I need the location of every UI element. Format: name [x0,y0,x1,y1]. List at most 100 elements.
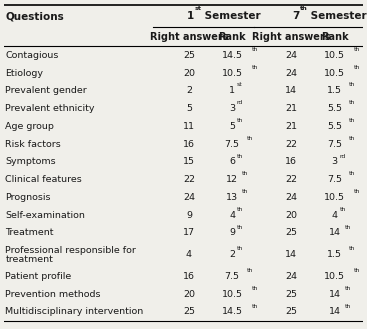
Text: Prevalent gender: Prevalent gender [6,86,87,95]
Text: rd: rd [237,100,243,105]
Text: th: th [354,65,360,70]
Text: th: th [252,304,258,309]
Text: th: th [237,225,243,230]
Text: 10.5: 10.5 [324,193,345,202]
Text: 14.5: 14.5 [222,307,243,316]
Text: 9: 9 [186,211,192,220]
Text: th: th [237,246,243,251]
Text: th: th [354,189,360,194]
Text: Treatment: Treatment [6,228,54,238]
Text: 5: 5 [229,122,235,131]
Text: th: th [344,286,351,291]
Text: th: th [299,7,307,12]
Text: 21: 21 [286,122,297,131]
Text: 14: 14 [328,307,341,316]
Text: 2: 2 [186,86,192,95]
Text: th: th [349,136,356,141]
Text: 9: 9 [229,228,235,238]
Text: th: th [247,136,253,141]
Text: 14: 14 [286,86,297,95]
Text: 11: 11 [183,122,195,131]
Text: th: th [349,246,356,251]
Text: Right answers: Right answers [150,32,228,42]
Text: 14.5: 14.5 [222,51,243,60]
Text: th: th [252,286,258,291]
Text: th: th [252,47,258,52]
Text: 7: 7 [292,11,299,21]
Text: Semester: Semester [201,11,261,21]
Text: 22: 22 [183,175,195,184]
Text: Self-examination: Self-examination [6,211,86,220]
Text: 3: 3 [229,104,235,113]
Text: 10.5: 10.5 [222,68,243,78]
Text: 10.5: 10.5 [324,68,345,78]
Text: Etiology: Etiology [6,68,43,78]
Text: 7.5: 7.5 [225,272,240,281]
Text: th: th [237,154,243,159]
Text: 17: 17 [183,228,195,238]
Text: st: st [194,7,201,12]
Text: 16: 16 [286,157,297,166]
Text: 10.5: 10.5 [324,272,345,281]
Text: 10.5: 10.5 [222,290,243,299]
Text: 1.5: 1.5 [327,250,342,259]
Text: 20: 20 [183,290,195,299]
Text: 25: 25 [286,290,297,299]
Text: th: th [247,268,253,273]
Text: 24: 24 [286,193,297,202]
Text: Prevalent ethnicity: Prevalent ethnicity [6,104,95,113]
Text: st: st [237,83,243,88]
Text: th: th [344,225,351,230]
Text: 1.5: 1.5 [327,86,342,95]
Text: 4: 4 [331,211,338,220]
Text: 14: 14 [328,228,341,238]
Text: Multidisciplinary intervention: Multidisciplinary intervention [6,307,144,316]
Text: Prevention methods: Prevention methods [6,290,101,299]
Text: Professional responsible for: Professional responsible for [6,245,137,255]
Text: Risk factors: Risk factors [6,139,61,149]
Text: 5.5: 5.5 [327,104,342,113]
Text: 1: 1 [187,11,194,21]
Text: 4: 4 [229,211,235,220]
Text: th: th [349,83,356,88]
Text: 25: 25 [183,307,195,316]
Text: Rank: Rank [218,32,246,42]
Text: 24: 24 [286,68,297,78]
Text: th: th [349,118,356,123]
Text: Prognosis: Prognosis [6,193,51,202]
Text: 22: 22 [286,175,297,184]
Text: 2: 2 [229,250,235,259]
Text: th: th [349,171,356,176]
Text: 12: 12 [226,175,238,184]
Text: 20: 20 [286,211,297,220]
Text: th: th [237,118,243,123]
Text: 7.5: 7.5 [225,139,240,149]
Text: 14: 14 [328,290,341,299]
Text: Age group: Age group [6,122,54,131]
Text: treatment: treatment [6,255,53,264]
Text: th: th [237,207,243,212]
Text: 5: 5 [186,104,192,113]
Text: 20: 20 [183,68,195,78]
Text: 25: 25 [286,307,297,316]
Text: Contagious: Contagious [6,51,59,60]
Text: 5.5: 5.5 [327,122,342,131]
Text: th: th [242,171,248,176]
Text: th: th [242,189,248,194]
Text: 15: 15 [183,157,195,166]
Text: th: th [354,47,360,52]
Text: 4: 4 [186,250,192,259]
Text: 21: 21 [286,104,297,113]
Text: 10.5: 10.5 [324,51,345,60]
Text: 24: 24 [286,51,297,60]
Text: 6: 6 [229,157,235,166]
Text: 22: 22 [286,139,297,149]
Text: th: th [252,65,258,70]
Text: 7.5: 7.5 [327,175,342,184]
Text: th: th [349,100,356,105]
Text: 25: 25 [286,228,297,238]
Text: 13: 13 [226,193,238,202]
Text: th: th [339,207,346,212]
Text: Clinical features: Clinical features [6,175,82,184]
Text: 16: 16 [183,139,195,149]
